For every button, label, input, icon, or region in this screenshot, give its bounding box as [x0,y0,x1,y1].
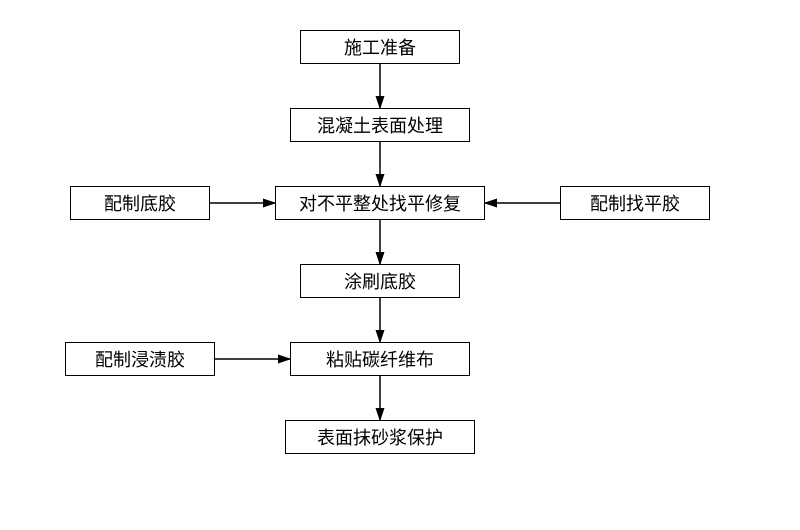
flowchart-node-n5: 粘贴碳纤维布 [290,342,470,376]
node-label: 涂刷底胶 [344,268,416,294]
node-label: 对不平整处找平修复 [299,190,461,216]
flowchart-node-n6: 表面抹砂浆保护 [285,420,475,454]
node-label: 配制找平胶 [590,190,680,216]
flowchart-node-nL1: 配制底胶 [70,186,210,220]
node-label: 配制浸渍胶 [95,346,185,372]
flowchart-node-n3: 对不平整处找平修复 [275,186,485,220]
node-label: 混凝土表面处理 [317,112,443,138]
flowchart-node-nL2: 配制浸渍胶 [65,342,215,376]
node-label: 粘贴碳纤维布 [326,346,434,372]
node-label: 表面抹砂浆保护 [317,424,443,450]
flowchart-node-n1: 施工准备 [300,30,460,64]
flowchart-node-nR1: 配制找平胶 [560,186,710,220]
flowchart-node-n4: 涂刷底胶 [300,264,460,298]
node-label: 施工准备 [344,34,416,60]
flowchart-node-n2: 混凝土表面处理 [290,108,470,142]
node-label: 配制底胶 [104,190,176,216]
